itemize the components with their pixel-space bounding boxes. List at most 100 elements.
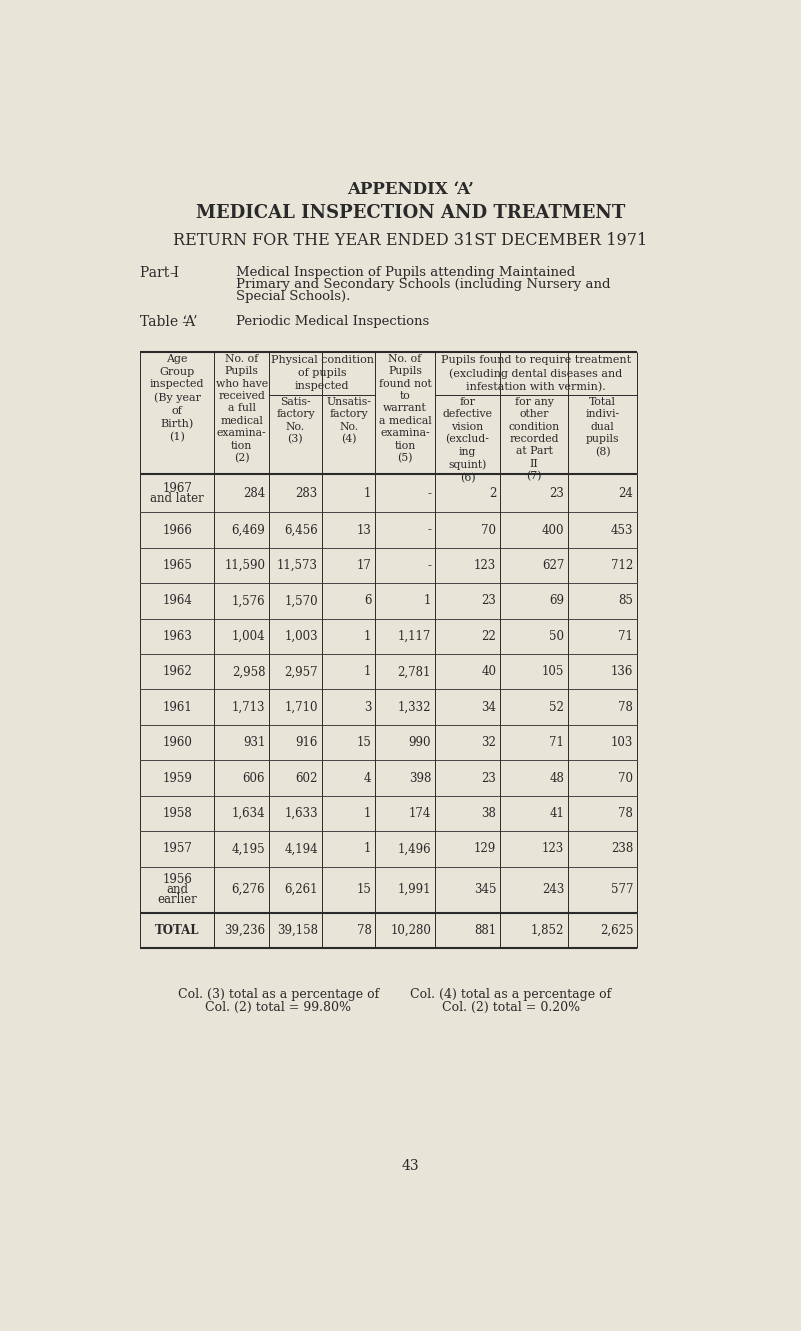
Text: 283: 283: [296, 487, 318, 499]
Text: 13: 13: [356, 523, 372, 536]
Text: 1967: 1967: [163, 482, 192, 495]
Text: 1959: 1959: [163, 772, 192, 784]
Text: 174: 174: [409, 807, 431, 820]
Text: 41: 41: [549, 807, 565, 820]
Text: 1: 1: [364, 630, 372, 643]
Text: Medical Inspection of Pupils attending Maintained: Medical Inspection of Pupils attending M…: [235, 266, 575, 280]
Text: 1,117: 1,117: [397, 630, 431, 643]
Text: 123: 123: [474, 559, 496, 572]
Text: –: –: [170, 266, 177, 280]
Text: 1966: 1966: [163, 523, 192, 536]
Text: 2: 2: [489, 487, 496, 499]
Text: 1,570: 1,570: [284, 595, 318, 607]
Text: Col. (4) total as a percentage of: Col. (4) total as a percentage of: [410, 988, 611, 1001]
Text: -: -: [427, 487, 431, 499]
Text: 284: 284: [243, 487, 265, 499]
Text: Part I: Part I: [140, 266, 179, 280]
Text: 1,852: 1,852: [531, 924, 565, 937]
Text: RETURN FOR THE YEAR ENDED 31ST DECEMBER 1971: RETURN FOR THE YEAR ENDED 31ST DECEMBER …: [173, 232, 647, 249]
Text: 32: 32: [481, 736, 496, 749]
Text: Pupils found to require treatment
(excluding dental diseases and
infestation wit: Pupils found to require treatment (exclu…: [441, 355, 631, 393]
Text: 4,194: 4,194: [284, 843, 318, 856]
Text: 39,236: 39,236: [224, 924, 265, 937]
Text: 129: 129: [474, 843, 496, 856]
Text: 15: 15: [356, 736, 372, 749]
Text: 23: 23: [481, 595, 496, 607]
Text: 70: 70: [481, 523, 496, 536]
Text: 990: 990: [409, 736, 431, 749]
Text: 69: 69: [549, 595, 565, 607]
Text: No. of
Pupils
who have
received
a full
medical
examina-
tion
(2): No. of Pupils who have received a full m…: [215, 354, 268, 463]
Text: 2,781: 2,781: [397, 666, 431, 679]
Text: 6,261: 6,261: [284, 884, 318, 896]
Text: -: -: [427, 523, 431, 536]
Text: 1,004: 1,004: [231, 630, 265, 643]
Text: 38: 38: [481, 807, 496, 820]
Text: Col. (2) total = 99.80%: Col. (2) total = 99.80%: [205, 1001, 352, 1014]
Text: -: -: [427, 559, 431, 572]
Text: 1957: 1957: [163, 843, 192, 856]
Text: 6,276: 6,276: [231, 884, 265, 896]
Text: 71: 71: [549, 736, 565, 749]
Text: Col. (3) total as a percentage of: Col. (3) total as a percentage of: [178, 988, 379, 1001]
Text: 17: 17: [356, 559, 372, 572]
Text: APPENDIX ‘A’: APPENDIX ‘A’: [347, 181, 473, 198]
Text: 1,496: 1,496: [397, 843, 431, 856]
Text: and: and: [167, 884, 188, 896]
Text: 6,469: 6,469: [231, 523, 265, 536]
Text: 627: 627: [542, 559, 565, 572]
Text: 50: 50: [549, 630, 565, 643]
Text: No. of
Pupils
found not
to
warrant
a medical
examina-
tion
(5): No. of Pupils found not to warrant a med…: [379, 354, 432, 463]
Text: 40: 40: [481, 666, 496, 679]
Text: Satis-
factory
No.
(3): Satis- factory No. (3): [276, 397, 315, 445]
Text: 48: 48: [549, 772, 565, 784]
Text: 3: 3: [364, 700, 372, 713]
Text: TOTAL: TOTAL: [155, 924, 199, 937]
Text: Col. (2) total = 0.20%: Col. (2) total = 0.20%: [442, 1001, 580, 1014]
Text: 105: 105: [542, 666, 565, 679]
Text: 4,195: 4,195: [231, 843, 265, 856]
Text: 34: 34: [481, 700, 496, 713]
Text: 103: 103: [611, 736, 634, 749]
Text: 1,710: 1,710: [284, 700, 318, 713]
Text: Physical condition
of pupils
inspected: Physical condition of pupils inspected: [271, 355, 373, 391]
Text: 2,625: 2,625: [600, 924, 634, 937]
Text: 345: 345: [473, 884, 496, 896]
Text: 52: 52: [549, 700, 565, 713]
Text: 23: 23: [549, 487, 565, 499]
Text: 11,590: 11,590: [224, 559, 265, 572]
Text: and later: and later: [151, 491, 204, 504]
Text: 1,576: 1,576: [231, 595, 265, 607]
Text: 1962: 1962: [163, 666, 192, 679]
Text: 1958: 1958: [163, 807, 192, 820]
Text: Primary and Secondary Schools (including Nursery and: Primary and Secondary Schools (including…: [235, 278, 610, 291]
Text: for
defective
vision
(exclud-
ing
squint)
(6): for defective vision (exclud- ing squint…: [442, 397, 493, 483]
Text: 1963: 1963: [163, 630, 192, 643]
Text: 1,713: 1,713: [231, 700, 265, 713]
Text: 6: 6: [364, 595, 372, 607]
Text: for any
other
condition
recorded
at Part
II
(7): for any other condition recorded at Part…: [509, 397, 560, 482]
Text: 39,158: 39,158: [277, 924, 318, 937]
Text: 24: 24: [618, 487, 634, 499]
Text: 916: 916: [296, 736, 318, 749]
Text: 1,332: 1,332: [397, 700, 431, 713]
Text: 78: 78: [618, 700, 634, 713]
Text: 1: 1: [424, 595, 431, 607]
Text: 1,003: 1,003: [284, 630, 318, 643]
Text: 10,280: 10,280: [390, 924, 431, 937]
Text: 243: 243: [542, 884, 565, 896]
Text: 606: 606: [243, 772, 265, 784]
Text: 11,573: 11,573: [277, 559, 318, 572]
Text: 881: 881: [474, 924, 496, 937]
Text: 1961: 1961: [163, 700, 192, 713]
Text: 2,957: 2,957: [284, 666, 318, 679]
Text: 123: 123: [542, 843, 565, 856]
Text: 1: 1: [364, 843, 372, 856]
Text: 23: 23: [481, 772, 496, 784]
Text: 577: 577: [611, 884, 634, 896]
Text: 712: 712: [611, 559, 634, 572]
Text: 398: 398: [409, 772, 431, 784]
Text: 1: 1: [364, 807, 372, 820]
Text: earlier: earlier: [157, 893, 197, 906]
Text: 1,633: 1,633: [284, 807, 318, 820]
